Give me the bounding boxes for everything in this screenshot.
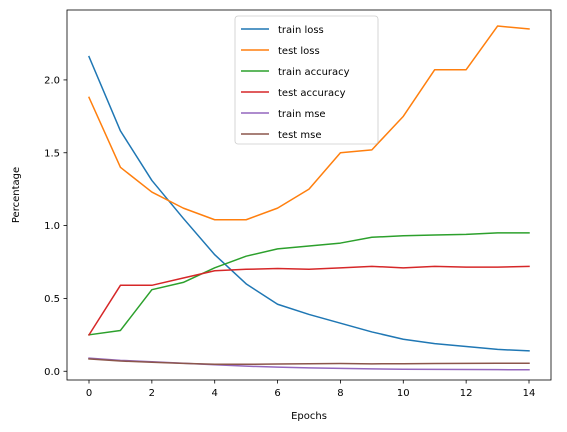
x-axis: 0 2 4 6 8 10 12 14 xyxy=(86,380,536,399)
legend-label: train mse xyxy=(278,109,326,120)
x-tick-label: 12 xyxy=(460,388,473,399)
legend: train loss test loss train accuracy test ac… xyxy=(234,15,379,145)
x-tick-label: 2 xyxy=(149,388,155,399)
y-axis-label: Percentage xyxy=(11,167,22,223)
x-tick-label: 14 xyxy=(523,388,536,399)
x-tick-label: 0 xyxy=(86,388,92,399)
x-tick-label: 6 xyxy=(274,388,280,399)
legend-label: test mse xyxy=(278,130,322,141)
series-line-train-loss xyxy=(88,55,530,352)
y-tick-label: 2.0 xyxy=(44,75,60,86)
series-line-test-accuracy xyxy=(87,265,530,336)
y-tick-label: 0.5 xyxy=(44,294,60,305)
plot-area xyxy=(87,25,530,371)
legend-label: test loss xyxy=(278,46,320,57)
series-line-train-accuracy xyxy=(88,232,530,336)
x-tick-label: 10 xyxy=(397,388,410,399)
legend-box xyxy=(234,15,379,145)
series-line-test-loss xyxy=(88,25,530,221)
y-tick-label: 1.5 xyxy=(44,148,60,159)
x-tick-label: 8 xyxy=(337,388,343,399)
y-tick-label: 0.0 xyxy=(44,367,60,378)
series-line-test-mse xyxy=(88,358,530,366)
legend-label: train accuracy xyxy=(278,67,350,78)
y-tick-label: 1.0 xyxy=(44,221,60,232)
x-axis-label: Epochs xyxy=(291,411,327,422)
legend-label: train loss xyxy=(278,25,324,36)
x-tick-label: 4 xyxy=(212,388,218,399)
y-axis: 0.0 0.5 1.0 1.5 2.0 xyxy=(44,75,67,378)
plot-frame xyxy=(66,9,552,381)
legend-label: test accuracy xyxy=(278,88,346,99)
